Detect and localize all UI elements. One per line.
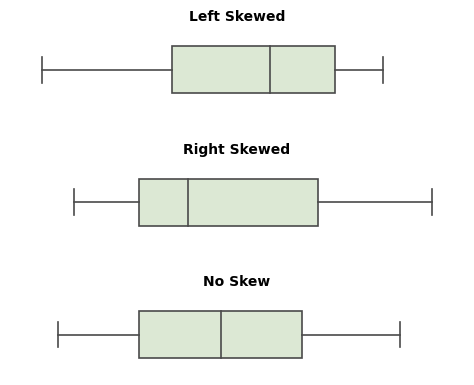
Title: Right Skewed: Right Skewed	[183, 143, 291, 157]
Bar	[139, 179, 318, 226]
Bar	[139, 311, 302, 358]
Bar	[172, 46, 335, 93]
Title: Left Skewed: Left Skewed	[189, 10, 285, 24]
Title: No Skew: No Skew	[203, 275, 271, 289]
